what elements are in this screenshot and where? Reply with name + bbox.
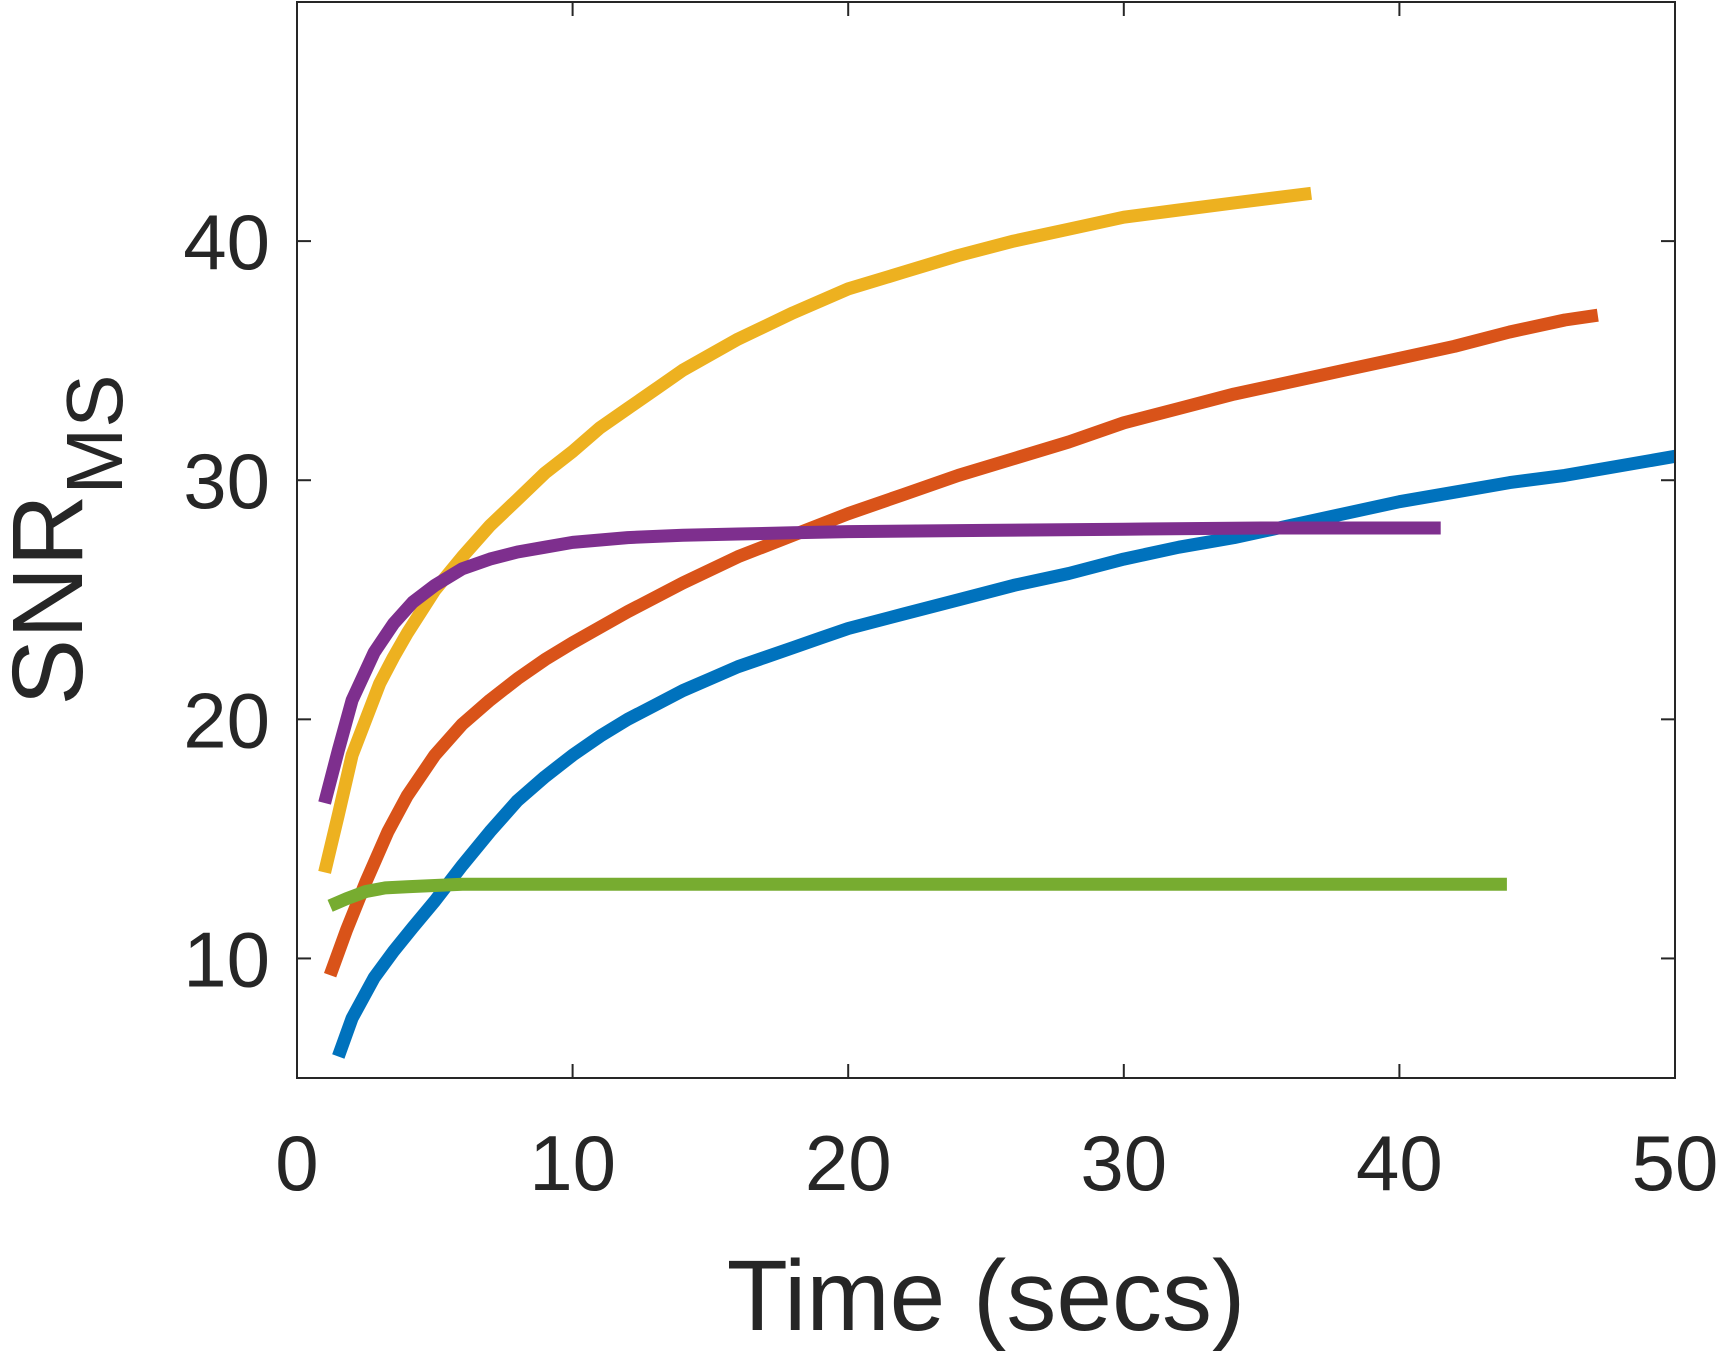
x-tick-label-50: 50 <box>1632 1119 1719 1207</box>
plot-area-frame <box>296 1 1676 1079</box>
x-tick-label-20: 20 <box>805 1119 892 1207</box>
y-axis-title: SNRMS <box>0 374 139 705</box>
y-tick-label-10: 10 <box>183 915 270 1003</box>
axis-ticks <box>296 2 1676 1078</box>
series-line-yellow <box>318 186 1313 874</box>
series-line-orange <box>323 308 1599 978</box>
tick-labels: 0 10 20 30 40 50 10 20 30 40 <box>183 198 1718 1207</box>
y-tick-label-20: 20 <box>183 676 270 764</box>
x-tick-label-30: 30 <box>1080 1119 1167 1207</box>
y-axis-title-main: SNR <box>0 494 104 705</box>
series-line-green <box>327 877 1507 912</box>
x-tick-label-40: 40 <box>1356 1119 1443 1207</box>
y-axis-title-subscript: MS <box>50 374 139 494</box>
series-lines <box>318 186 1677 1059</box>
y-tick-label-30: 30 <box>183 437 270 525</box>
x-tick-label-10: 10 <box>529 1119 616 1207</box>
y-tick-label-40: 40 <box>183 198 270 286</box>
series-line-purple <box>318 521 1441 805</box>
x-tick-label-0: 0 <box>275 1119 318 1207</box>
x-axis-title: Time (secs) <box>727 1240 1246 1351</box>
series-line-blue <box>332 449 1677 1059</box>
